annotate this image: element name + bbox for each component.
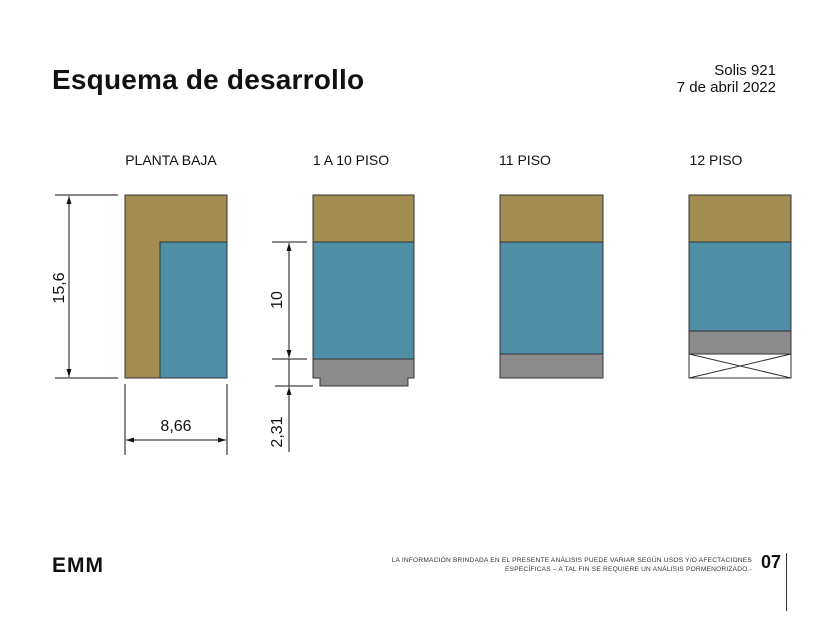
dim-block-label: 10: [269, 291, 286, 309]
project-meta: Solis 921 7 de abril 2022: [677, 62, 776, 96]
dimension-lines: [55, 194, 313, 455]
piso-11-gray: [499, 353, 604, 379]
piso-1-10-blue: [312, 241, 415, 360]
scheme-label-12-piso: 12 PISO: [689, 152, 743, 168]
scheme-label-11-piso: 11 PISO: [499, 152, 551, 168]
piso-11-blue: [499, 241, 604, 355]
piso-12-gray: [688, 330, 792, 355]
page-title: Esquema de desarrollo: [52, 64, 365, 95]
dim-depth-label: 15,6: [51, 272, 68, 303]
disclaimer: LA INFORMACIÓN BRINDADA EN EL PRESENTE A…: [392, 556, 752, 574]
project-date: 7 de abril 2022: [676, 79, 776, 96]
piso-12-blue: [688, 241, 792, 332]
disclaimer-line-1: LA INFORMACIÓN BRINDADA EN EL PRESENTE A…: [391, 557, 752, 564]
footer-divider: [786, 553, 787, 611]
piso-11-gold: [499, 194, 604, 243]
piso-1-10-gold: [312, 194, 415, 243]
emm-logo: EMM: [52, 554, 104, 577]
piso-1-10-gray: [312, 358, 415, 387]
planta-baja-blue: [159, 241, 228, 379]
piso-12-gold: [688, 194, 792, 243]
disclaimer-line-2: ESPECÍFICAS – A TAL FIN SE REQUIERE UN A…: [505, 566, 752, 573]
dim-width-label: 8,66: [160, 418, 191, 435]
page-number: 07: [761, 552, 782, 572]
project-name: Solis 921: [714, 62, 776, 79]
scheme-label-planta-baja: PLANTA BAJA: [125, 152, 217, 168]
dim-setback-label: 2,31: [269, 416, 286, 447]
scheme-label-1-10-piso: 1 A 10 PISO: [312, 152, 390, 168]
